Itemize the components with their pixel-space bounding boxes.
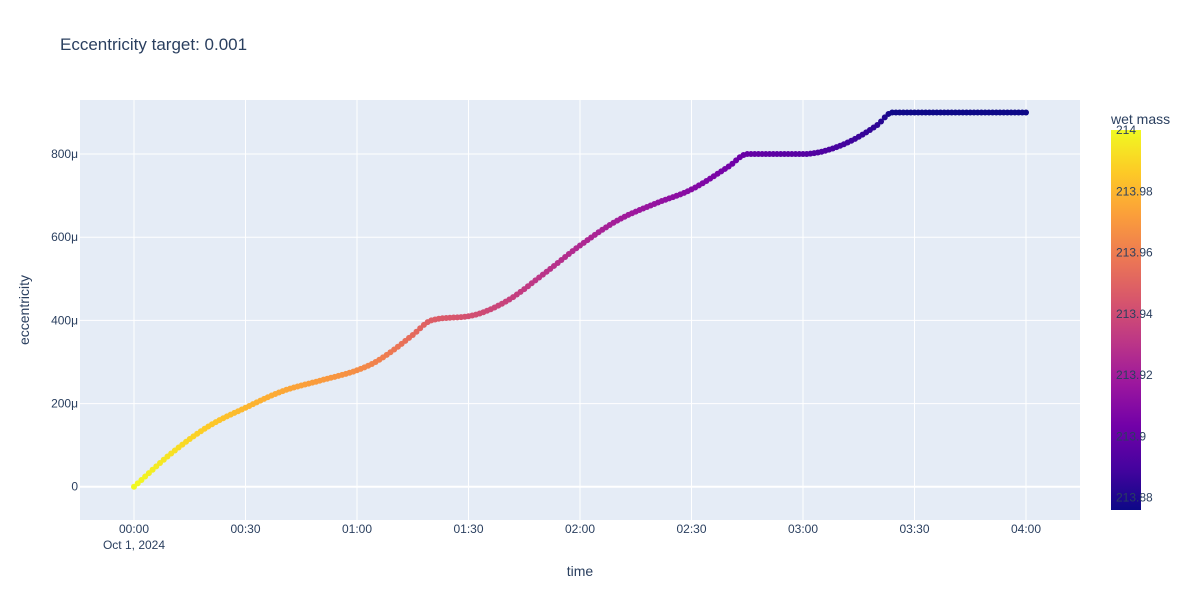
y-axis-title: eccentricity bbox=[16, 275, 32, 345]
y-tick-label: 0 bbox=[71, 480, 78, 494]
scatter-point bbox=[1023, 109, 1029, 116]
y-tick-label: 400μ bbox=[51, 313, 78, 327]
x-date-label: Oct 1, 2024 bbox=[103, 538, 165, 552]
y-tick-label: 800μ bbox=[51, 147, 78, 161]
x-tick-label: 00:00 bbox=[119, 522, 149, 536]
x-tick-label: 01:00 bbox=[342, 522, 372, 536]
y-axis-ticks: 0 200μ 400μ 600μ 800μ bbox=[51, 147, 78, 494]
x-axis-title: time bbox=[567, 563, 594, 579]
chart-title: Eccentricity target: 0.001 bbox=[60, 35, 247, 54]
colorbar-tick-label: 213.88 bbox=[1116, 491, 1153, 505]
colorbar-tick-label: 214 bbox=[1116, 123, 1136, 137]
x-tick-label: 04:00 bbox=[1011, 522, 1041, 536]
y-tick-label: 200μ bbox=[51, 397, 78, 411]
x-tick-label: 02:00 bbox=[565, 522, 595, 536]
colorbar-ticks: 214 213.98 213.96 213.94 213.92 213.9 213.88 bbox=[1116, 123, 1153, 505]
colorbar-tick-label: 213.96 bbox=[1116, 246, 1153, 260]
colorbar-title: wet mass bbox=[1110, 111, 1170, 127]
colorbar bbox=[1111, 130, 1141, 510]
x-tick-label: 03:30 bbox=[899, 522, 929, 536]
x-axis-ticks: 00:00 00:30 01:00 01:30 02:00 02:30 03:00 03:30… bbox=[119, 522, 1041, 536]
x-tick-label: 02:30 bbox=[676, 522, 706, 536]
x-tick-label: 03:00 bbox=[788, 522, 818, 536]
grid-lines bbox=[80, 100, 1080, 520]
colorbar-tick-label: 213.94 bbox=[1116, 307, 1153, 321]
scatter-point bbox=[878, 118, 885, 125]
x-tick-label: 00:30 bbox=[230, 522, 260, 536]
colorbar-tick-label: 213.98 bbox=[1116, 184, 1153, 198]
colorbar-tick-label: 213.9 bbox=[1116, 429, 1146, 443]
x-tick-label: 01:30 bbox=[453, 522, 483, 536]
scatter-markers bbox=[131, 109, 1029, 490]
y-tick-label: 600μ bbox=[51, 230, 78, 244]
colorbar-tick-label: 213.92 bbox=[1116, 368, 1153, 382]
